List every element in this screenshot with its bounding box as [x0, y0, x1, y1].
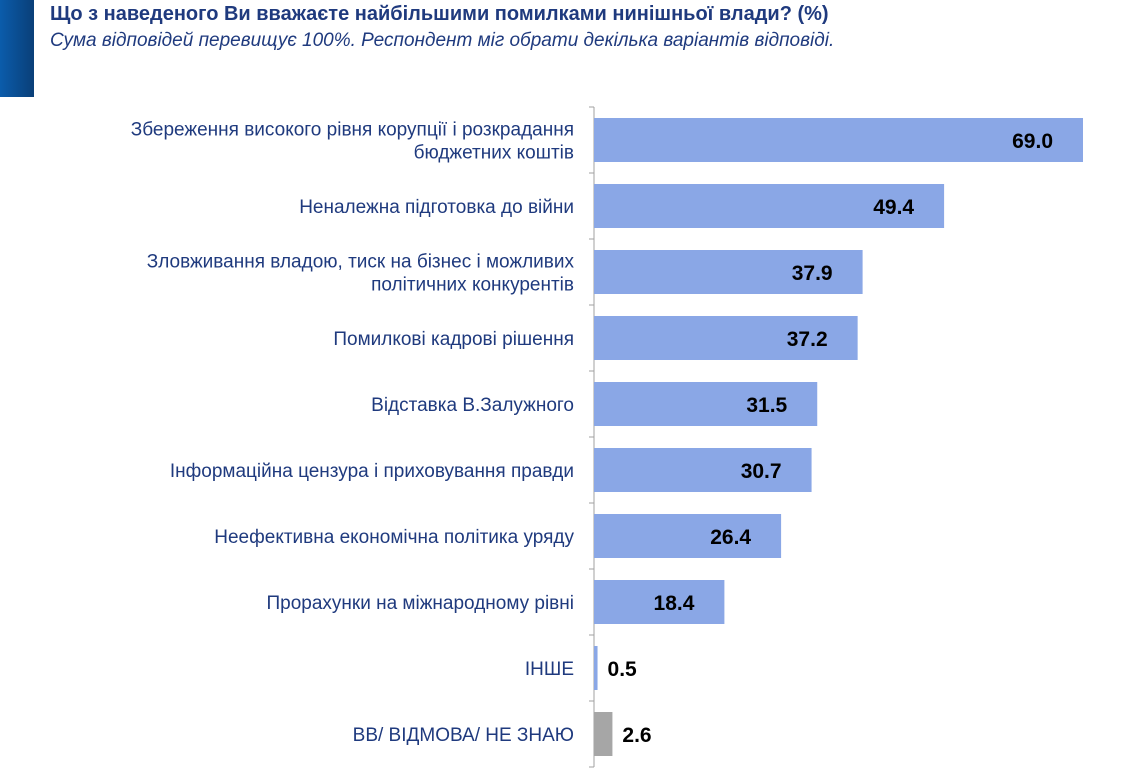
category-label: Помилкові кадрові рішення — [333, 329, 574, 350]
category-label: Відставка В.Залужного — [371, 395, 574, 416]
category-label: Неналежна підготовка до війни — [299, 197, 574, 218]
category-label: Неефективна економічна політика уряду — [214, 527, 574, 548]
data-label: 0.5 — [608, 658, 638, 681]
bar — [594, 646, 598, 690]
data-label: 49.4 — [873, 196, 914, 219]
data-label: 30.7 — [741, 460, 782, 483]
chart-title: Що з наведеного Ви вважаєте найбільшими … — [50, 3, 829, 25]
category-label: Зловживання владою, тиск на бізнес і мож… — [147, 252, 575, 273]
category-label: ІНШЕ — [525, 659, 574, 680]
category-label: ВВ/ ВІДМОВА/ НЕ ЗНАЮ — [353, 725, 574, 746]
category-label: Прорахунки на міжнародному рівні — [266, 593, 574, 614]
bar — [594, 316, 858, 360]
bar — [594, 118, 1083, 162]
data-label: 26.4 — [710, 526, 751, 549]
data-label: 37.9 — [792, 262, 833, 285]
bar — [594, 184, 945, 228]
data-label: 2.6 — [622, 724, 651, 747]
bar — [594, 382, 818, 426]
bar — [594, 712, 613, 756]
category-label: бюджетних коштів — [414, 143, 574, 164]
chart-subtitle: Сума відповідей перевищує 100%. Респонде… — [50, 30, 835, 51]
category-label: політичних конкурентів — [371, 275, 574, 296]
data-label: 37.2 — [787, 328, 828, 351]
bar — [594, 580, 725, 624]
bar — [594, 448, 812, 492]
data-label: 31.5 — [746, 394, 787, 417]
category-label: Інформаційна цензура і приховування прав… — [170, 461, 574, 482]
bar — [594, 514, 782, 558]
header-accent-strip — [0, 0, 34, 97]
bar — [594, 250, 863, 294]
category-label: Збереження високого рівня корупції і роз… — [131, 120, 574, 141]
data-label: 69.0 — [1012, 130, 1053, 153]
data-label: 18.4 — [654, 592, 695, 615]
